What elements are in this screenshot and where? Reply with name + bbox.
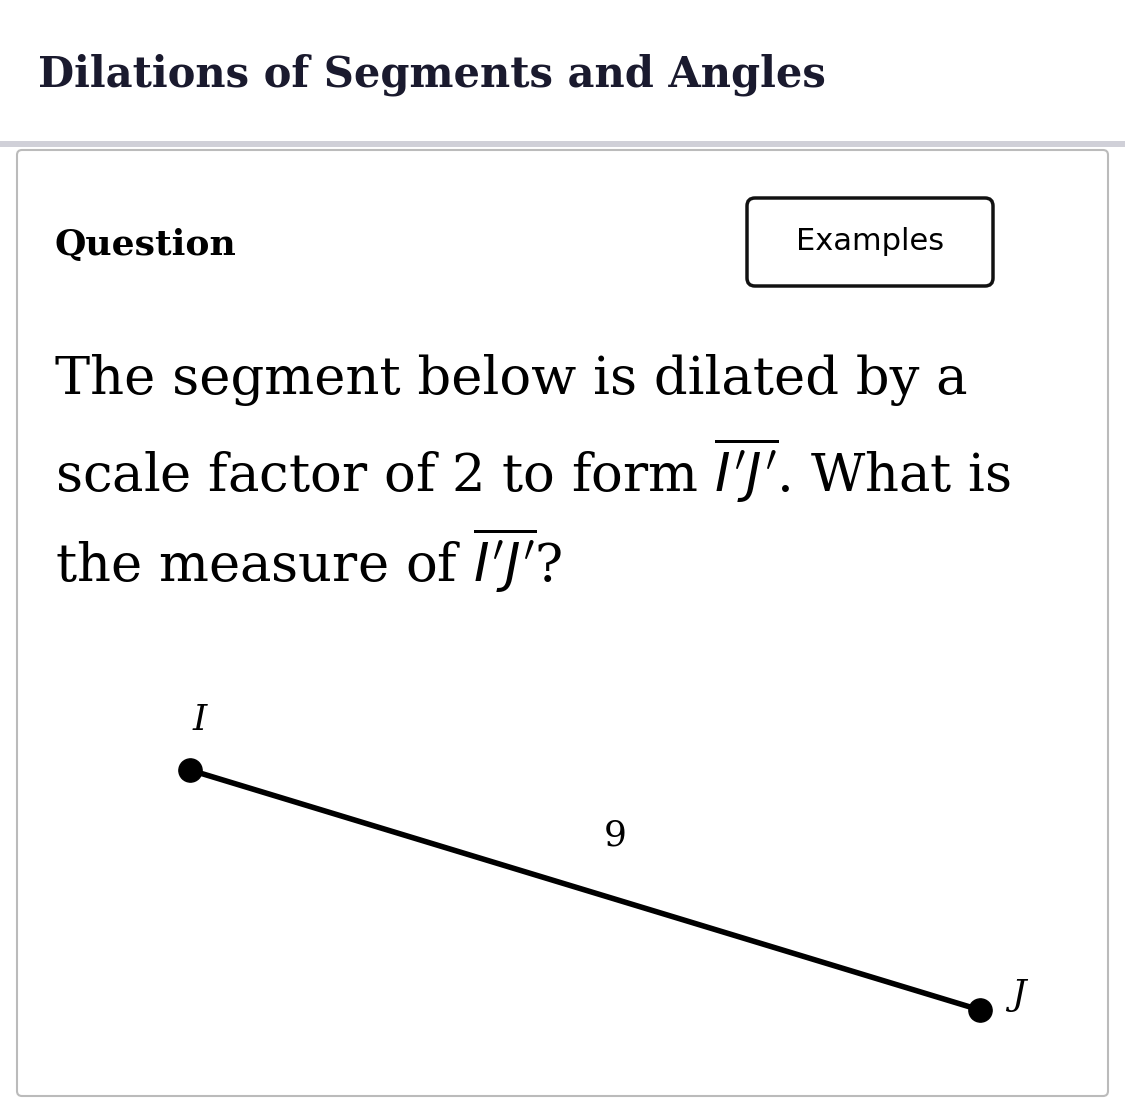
FancyBboxPatch shape [17, 150, 1108, 1096]
Text: the measure of $\overline{I'J'}$?: the measure of $\overline{I'J'}$? [55, 525, 562, 594]
Bar [0, 141, 1125, 147]
Text: scale factor of 2 to form $\overline{I'J'}$. What is: scale factor of 2 to form $\overline{I'J… [55, 435, 1011, 505]
Point [181, 761, 199, 779]
Text: Examples: Examples [796, 227, 944, 256]
Text: Dilations of Segments and Angles: Dilations of Segments and Angles [38, 53, 826, 96]
Point [971, 1001, 989, 1019]
Text: Question: Question [55, 228, 237, 262]
FancyBboxPatch shape [747, 199, 993, 286]
Text: 9: 9 [603, 818, 627, 852]
Text: The segment below is dilated by a: The segment below is dilated by a [55, 354, 967, 406]
Text: I: I [192, 703, 207, 737]
Text: J: J [1010, 978, 1025, 1013]
